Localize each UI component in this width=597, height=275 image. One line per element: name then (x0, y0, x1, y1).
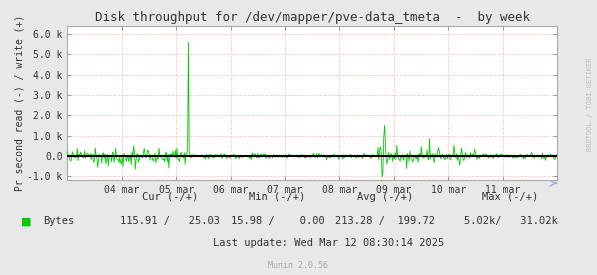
Title: Disk throughput for /dev/mapper/pve-data_tmeta  -  by week: Disk throughput for /dev/mapper/pve-data… (95, 10, 530, 24)
Text: Min (-/+): Min (-/+) (250, 192, 306, 202)
Text: 5.02k/   31.02k: 5.02k/ 31.02k (463, 216, 558, 226)
Text: Cur (-/+): Cur (-/+) (142, 192, 198, 202)
Text: ■: ■ (21, 216, 32, 226)
Text: Munin 2.0.56: Munin 2.0.56 (269, 261, 328, 270)
Text: Bytes: Bytes (43, 216, 74, 226)
Text: 213.28 /  199.72: 213.28 / 199.72 (335, 216, 435, 226)
Text: Last update: Wed Mar 12 08:30:14 2025: Last update: Wed Mar 12 08:30:14 2025 (213, 238, 444, 248)
Text: Avg (-/+): Avg (-/+) (357, 192, 413, 202)
Text: 15.98 /    0.00: 15.98 / 0.00 (230, 216, 325, 226)
Y-axis label: Pr second read (-) / write (+): Pr second read (-) / write (+) (14, 15, 24, 191)
Text: 115.91 /   25.03: 115.91 / 25.03 (120, 216, 220, 226)
Text: RRDTOOL / TOBI OETIKER: RRDTOOL / TOBI OETIKER (587, 58, 593, 151)
Text: Max (-/+): Max (-/+) (482, 192, 538, 202)
